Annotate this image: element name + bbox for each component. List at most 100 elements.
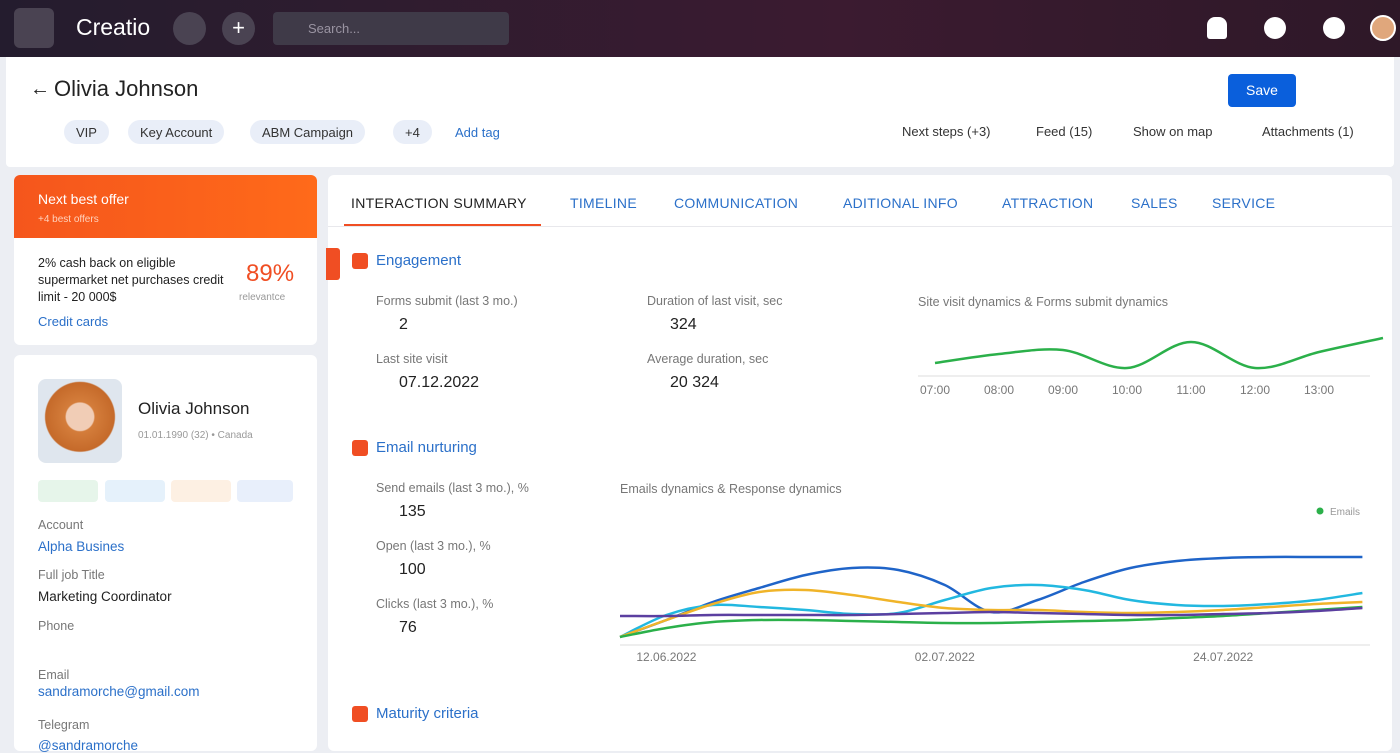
add-button[interactable]: + xyxy=(222,12,255,45)
field-value[interactable]: sandramorche@gmail.com xyxy=(38,684,200,699)
field-value: Marketing Coordinator xyxy=(38,589,172,604)
more-tags[interactable]: +4 xyxy=(393,120,432,144)
metric-value: 76 xyxy=(399,619,417,636)
call-button[interactable] xyxy=(38,480,98,502)
tab-divider xyxy=(328,226,1392,227)
field-label: Phone xyxy=(38,619,75,633)
offer-subtitle: +4 best offers xyxy=(38,214,99,225)
tag[interactable]: ABM Campaign xyxy=(250,120,366,144)
field-value[interactable]: Alpha Busines xyxy=(38,539,125,554)
contact-meta: 01.01.1990 (32) • Canada xyxy=(138,430,253,441)
section-title[interactable]: Email nurturing xyxy=(376,439,477,456)
contact-photo xyxy=(38,379,122,463)
line-series xyxy=(619,606,1363,618)
notifications-button[interactable] xyxy=(1207,17,1227,39)
x-tick-label: 08:00 xyxy=(984,383,1014,397)
metric-value: 324 xyxy=(670,316,697,333)
tab[interactable]: INTERACTION SUMMARY xyxy=(351,195,527,211)
metric-label: Duration of last visit, sec xyxy=(647,294,783,308)
metric-value: 2 xyxy=(399,316,408,333)
header-panel xyxy=(6,57,1394,167)
collapse-icon[interactable] xyxy=(352,253,368,269)
save-button[interactable]: Save xyxy=(1228,74,1296,107)
contact-name: Olivia Johnson xyxy=(138,399,250,418)
offer-header xyxy=(14,175,317,238)
tab[interactable]: ADITIONAL INFO xyxy=(843,195,958,211)
line-series xyxy=(619,555,1363,639)
line-series xyxy=(619,605,1363,639)
flag-button[interactable] xyxy=(237,480,293,502)
brand: Creatio xyxy=(76,14,151,40)
top-bar: Creatio + Search... xyxy=(0,0,1400,57)
settings-button[interactable] xyxy=(1323,17,1345,39)
offer-title[interactable]: Next best offer xyxy=(38,191,129,207)
chat-button[interactable] xyxy=(105,480,165,502)
tab[interactable]: TIMELINE xyxy=(570,195,637,211)
x-tick-label: 12.06.2022 xyxy=(636,650,696,664)
main-card xyxy=(326,175,1392,751)
email-button[interactable] xyxy=(171,480,231,502)
tag[interactable]: Key Account xyxy=(128,120,225,144)
section-title[interactable]: Engagement xyxy=(376,252,462,269)
header-link[interactable]: Next steps (+3) xyxy=(902,124,991,139)
x-tick-label: 07:00 xyxy=(920,383,950,397)
add-tag[interactable]: Add tag xyxy=(455,125,500,140)
x-tick-label: 10:00 xyxy=(1112,383,1142,397)
help-button[interactable] xyxy=(1264,17,1286,39)
header-link[interactable]: Show on map xyxy=(1133,124,1213,139)
line-series xyxy=(619,588,1363,639)
field-label: Account xyxy=(38,518,84,532)
apps-button[interactable] xyxy=(14,8,54,48)
metric-label: Clicks (last 3 mo.), % xyxy=(376,597,494,611)
metric-value: 135 xyxy=(399,503,426,520)
tag[interactable]: VIP xyxy=(64,120,109,144)
tab[interactable]: SALES xyxy=(1131,195,1178,211)
field-label: Email xyxy=(38,668,70,682)
line-series xyxy=(934,336,1384,370)
x-tick-label: 24.07.2022 xyxy=(1193,650,1253,664)
x-tick-label: 12:00 xyxy=(1240,383,1270,397)
side-toggle[interactable] xyxy=(326,248,340,280)
tab[interactable]: COMMUNICATION xyxy=(674,195,799,211)
offer-relevance-label: relevantce xyxy=(239,292,286,303)
section-title[interactable]: Maturity criteria xyxy=(376,705,479,722)
tab[interactable]: ATTRACTION xyxy=(1002,195,1094,211)
x-tick-label: 02.07.2022 xyxy=(915,650,975,664)
search-placeholder: Search... xyxy=(308,21,361,36)
metric-label: Average duration, sec xyxy=(647,352,769,366)
contact-card xyxy=(14,355,317,751)
record-title: Olivia Johnson xyxy=(54,76,199,101)
metric-label: Forms submit (last 3 mo.) xyxy=(376,294,518,308)
tab[interactable]: SERVICE xyxy=(1212,195,1276,211)
avatar[interactable] xyxy=(1370,15,1396,41)
header-link[interactable]: Feed (15) xyxy=(1036,124,1093,139)
search-box[interactable] xyxy=(273,12,509,45)
chart-title: Site visit dynamics & Forms submit dynam… xyxy=(918,295,1169,309)
metric-label: Send emails (last 3 mo.), % xyxy=(376,481,529,495)
offer-link[interactable]: Credit cards xyxy=(38,314,109,329)
offer-text: 2% cash back on eligible supermarket net… xyxy=(38,256,224,304)
line-series xyxy=(619,583,1363,639)
metric-value: 100 xyxy=(399,561,426,578)
legend-marker xyxy=(1316,507,1324,515)
run-button[interactable] xyxy=(173,12,206,45)
field-label: Telegram xyxy=(38,718,90,732)
offer-card xyxy=(14,175,317,345)
metric-value: 07.12.2022 xyxy=(399,374,480,391)
x-tick-label: 11:00 xyxy=(1176,383,1205,397)
legend-label: Emails xyxy=(1330,507,1360,518)
field-value[interactable]: @sandramorche xyxy=(38,738,138,753)
metric-value: 20 324 xyxy=(670,374,719,391)
back-arrow[interactable]: ← xyxy=(30,78,50,100)
chart-title: Emails dynamics & Response dynamics xyxy=(620,482,842,496)
x-tick-label: 13:00 xyxy=(1304,383,1334,397)
collapse-icon[interactable] xyxy=(352,706,368,722)
header-link[interactable]: Attachments (1) xyxy=(1262,124,1354,139)
collapse-icon[interactable] xyxy=(352,440,368,456)
field-label: Full job Title xyxy=(38,568,105,582)
active-tab-underline xyxy=(344,224,541,226)
metric-label: Last site visit xyxy=(376,352,448,366)
offer-relevance: 89% xyxy=(246,260,295,287)
